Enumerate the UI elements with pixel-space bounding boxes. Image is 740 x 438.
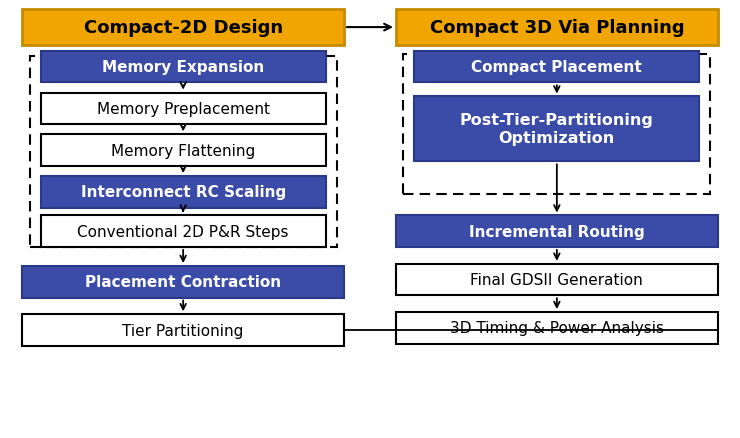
Text: Memory Flattening: Memory Flattening [111, 143, 255, 158]
FancyBboxPatch shape [396, 216, 718, 247]
Text: Compact 3D Via Planning: Compact 3D Via Planning [429, 19, 684, 37]
Text: Conventional 2D P&R Steps: Conventional 2D P&R Steps [78, 224, 289, 239]
Text: 3D Timing & Power Analysis: 3D Timing & Power Analysis [450, 321, 664, 336]
Text: Memory Preplacement: Memory Preplacement [97, 102, 269, 117]
FancyBboxPatch shape [396, 312, 718, 344]
FancyBboxPatch shape [41, 135, 326, 166]
FancyBboxPatch shape [22, 266, 344, 298]
FancyBboxPatch shape [41, 93, 326, 125]
FancyBboxPatch shape [396, 264, 718, 296]
Text: Tier Partitioning: Tier Partitioning [122, 323, 244, 338]
Text: Compact Placement: Compact Placement [471, 60, 642, 75]
Text: Post-Tier-Partitioning
Optimization: Post-Tier-Partitioning Optimization [460, 113, 653, 146]
FancyBboxPatch shape [41, 216, 326, 247]
FancyBboxPatch shape [41, 52, 326, 83]
Text: Interconnect RC Scaling: Interconnect RC Scaling [81, 185, 286, 200]
FancyBboxPatch shape [22, 10, 344, 46]
FancyBboxPatch shape [414, 52, 699, 83]
Text: Final GDSII Generation: Final GDSII Generation [471, 272, 643, 287]
FancyBboxPatch shape [396, 10, 718, 46]
FancyBboxPatch shape [41, 177, 326, 208]
Text: Placement Contraction: Placement Contraction [85, 275, 281, 290]
Text: Memory Expansion: Memory Expansion [102, 60, 264, 75]
Text: Compact-2D Design: Compact-2D Design [84, 19, 283, 37]
Text: Incremental Routing: Incremental Routing [469, 224, 645, 239]
FancyBboxPatch shape [22, 314, 344, 346]
FancyBboxPatch shape [414, 97, 699, 162]
